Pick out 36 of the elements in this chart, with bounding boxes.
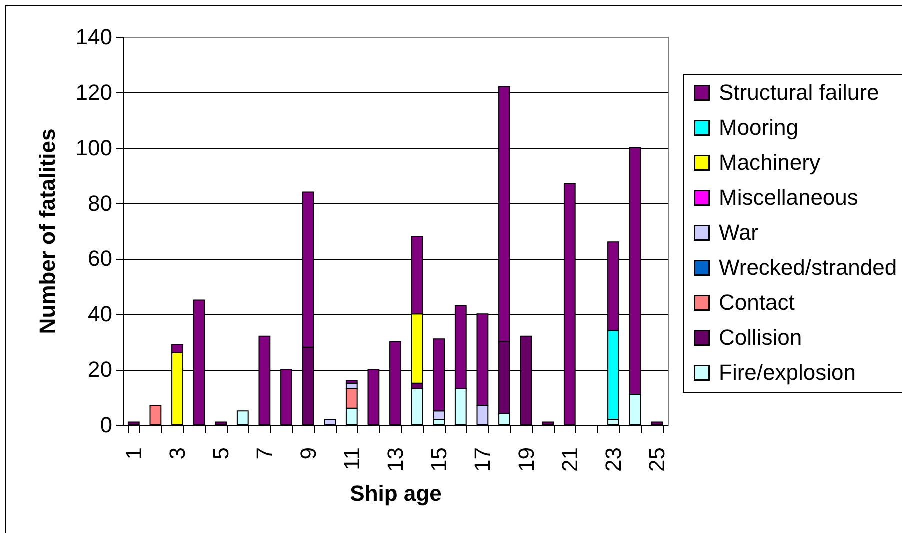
legend-label: Mooring	[719, 115, 798, 140]
x-tick-label: 7	[252, 448, 278, 460]
legend-label: Miscellaneous	[719, 185, 858, 210]
legend-label: Wrecked/stranded	[719, 255, 898, 280]
x-tick-label: 25	[644, 448, 670, 472]
x-tick-label: 13	[383, 448, 408, 472]
x-tick-label: 17	[470, 448, 496, 472]
x-tick-label: 23	[601, 448, 626, 472]
x-tick-label: 5	[208, 448, 234, 460]
bar	[542, 422, 554, 426]
x-tick-label: 21	[557, 448, 582, 472]
bar	[324, 418, 336, 426]
bar	[651, 422, 664, 426]
y-tick-label: 100	[76, 135, 112, 160]
legend-label: War	[719, 220, 759, 245]
legend-label: Machinery	[719, 150, 820, 175]
y-tick-label: 0	[100, 412, 112, 438]
y-tick-label: 60	[88, 246, 112, 272]
y-tick-label: 20	[88, 357, 112, 382]
y-tick-label: 80	[88, 190, 112, 216]
legend-label: Fire/explosion	[719, 360, 856, 385]
x-axis-title: Ship age	[350, 480, 442, 506]
y-tick-label: 140	[76, 24, 112, 50]
y-tick-label: 120	[76, 80, 112, 105]
y-axis-title: Number of fatalities	[34, 128, 60, 334]
x-tick-label: 3	[165, 448, 190, 460]
legend-label: Contact	[719, 290, 795, 315]
bar	[215, 422, 228, 426]
x-tick-label: 1	[121, 448, 146, 460]
legend-label: Collision	[719, 325, 802, 350]
x-tick-label: 11	[339, 448, 364, 470]
x-tick-label: 15	[426, 448, 452, 472]
y-tick-label: 40	[88, 302, 112, 327]
x-tick-label: 9	[296, 448, 321, 460]
x-tick-label: 19	[514, 448, 539, 472]
legend-label: Structural failure	[719, 80, 880, 105]
